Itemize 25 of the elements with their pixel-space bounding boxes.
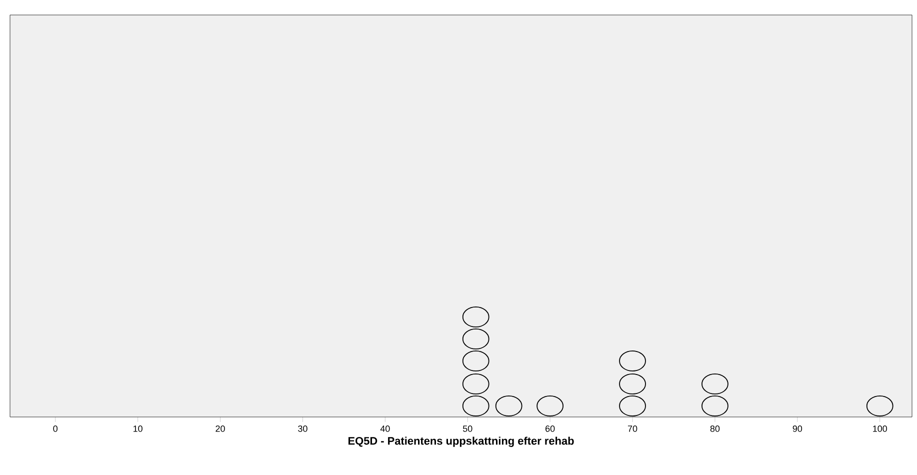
- point: [462, 350, 490, 372]
- x-tick-label: 0: [53, 426, 58, 432]
- point: [462, 328, 490, 350]
- point: [619, 396, 646, 416]
- x-tick-label: 100: [873, 426, 887, 432]
- x-tick-label: 30: [298, 426, 308, 432]
- point: [866, 396, 894, 416]
- x-tick-label: 70: [628, 426, 638, 432]
- x-tick-label: 10: [134, 426, 142, 432]
- x-axis-title: EQ5D - Patientens uppskattning efter rehab: [348, 436, 574, 447]
- point: [536, 396, 564, 416]
- x-tick-label: 40: [380, 426, 390, 432]
- point: [462, 396, 490, 416]
- point: [462, 374, 490, 394]
- point: [702, 396, 728, 416]
- x-tick-label: 60: [546, 426, 555, 432]
- point: [619, 374, 646, 394]
- x-tick-label: 20: [216, 426, 225, 432]
- point: [619, 350, 646, 372]
- x-tick-label: 80: [710, 426, 720, 432]
- point: [702, 374, 728, 394]
- point: [462, 306, 490, 328]
- x-tick-label: 50: [462, 426, 472, 432]
- point: [495, 396, 522, 416]
- x-tick-label: 90: [792, 426, 802, 432]
